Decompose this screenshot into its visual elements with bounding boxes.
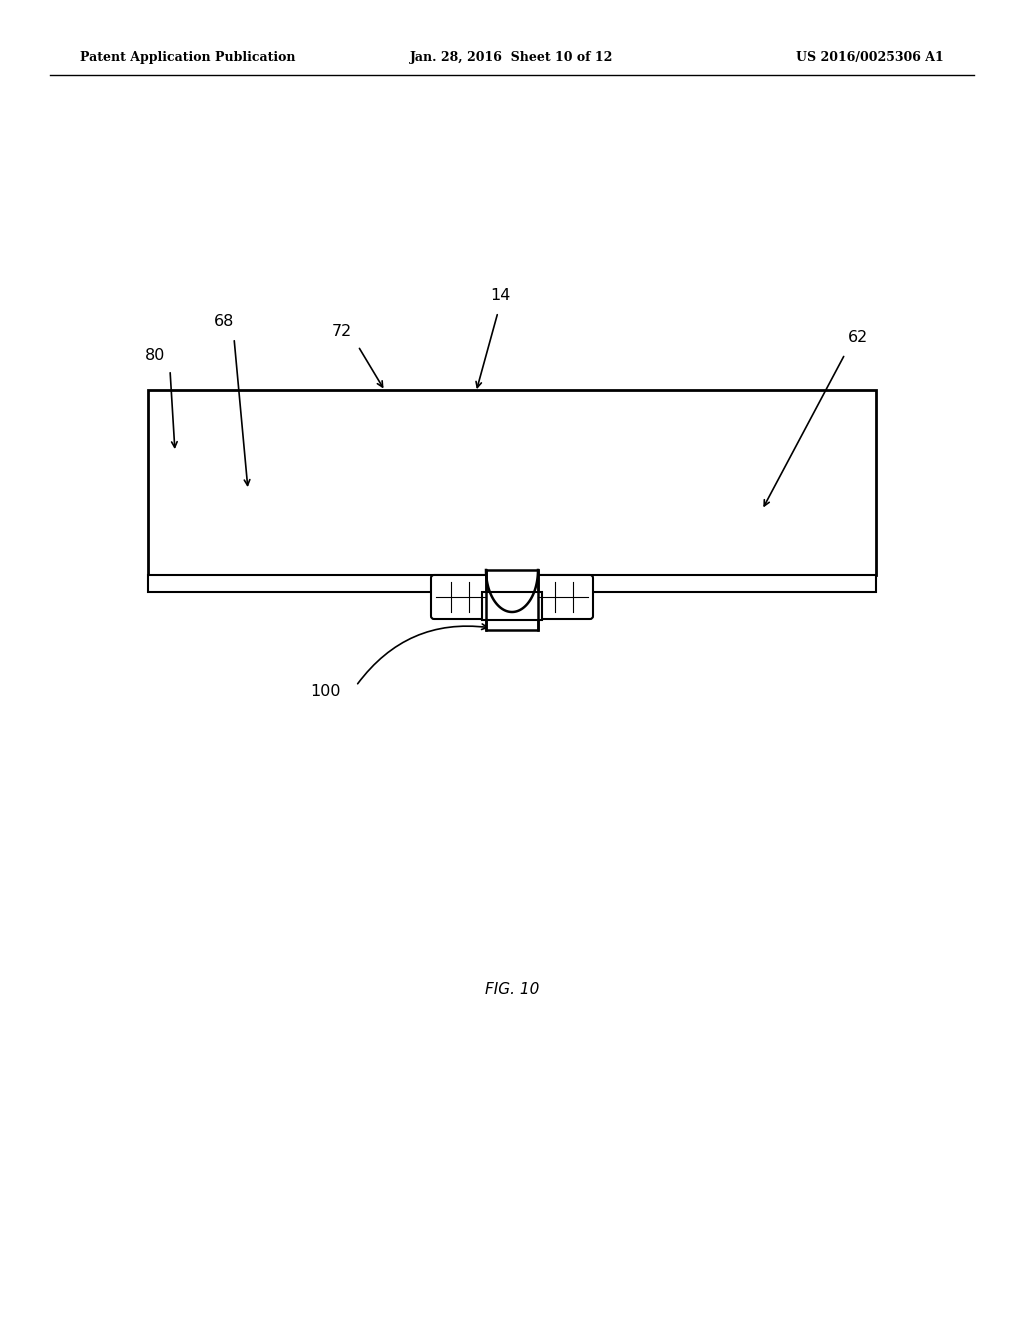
Text: 100: 100 xyxy=(310,685,341,700)
Text: 68: 68 xyxy=(214,314,234,330)
FancyBboxPatch shape xyxy=(431,576,489,619)
FancyBboxPatch shape xyxy=(535,576,593,619)
Text: FIG. 10: FIG. 10 xyxy=(484,982,540,998)
Bar xyxy=(148,389,876,576)
Text: US 2016/0025306 A1: US 2016/0025306 A1 xyxy=(797,51,944,65)
Text: 14: 14 xyxy=(489,289,510,304)
Text: 80: 80 xyxy=(144,348,165,363)
Text: 62: 62 xyxy=(848,330,868,346)
Text: Jan. 28, 2016  Sheet 10 of 12: Jan. 28, 2016 Sheet 10 of 12 xyxy=(411,51,613,65)
Bar xyxy=(486,570,538,630)
Bar xyxy=(148,576,876,591)
Text: Patent Application Publication: Patent Application Publication xyxy=(80,51,296,65)
Text: 72: 72 xyxy=(332,325,352,339)
Bar xyxy=(482,591,542,620)
